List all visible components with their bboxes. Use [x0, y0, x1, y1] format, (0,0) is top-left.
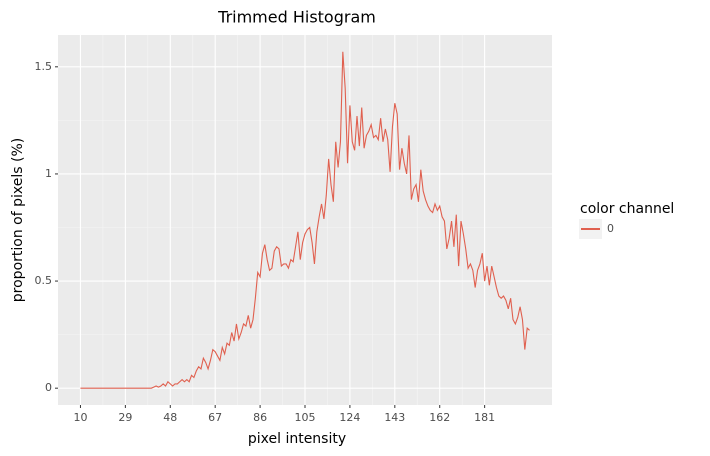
- legend-label: 0: [607, 222, 614, 235]
- grid: [58, 35, 552, 405]
- y-tick-label: 1: [45, 167, 52, 180]
- y-tick-label: 1.5: [35, 60, 53, 73]
- data-line: [80, 51, 530, 389]
- y-tick-label: 0: [45, 381, 52, 394]
- x-tick-label: 48: [163, 411, 177, 424]
- y-tick-label: 0.5: [35, 274, 53, 287]
- x-tick-label: 162: [429, 411, 450, 424]
- chart-title: Trimmed Histogram: [217, 8, 376, 27]
- x-tick-label: 29: [118, 411, 132, 424]
- x-axis-title: pixel intensity: [248, 431, 346, 447]
- x-tick-label: 143: [384, 411, 405, 424]
- y-axis-title: proportion of pixels (%): [10, 138, 26, 302]
- x-tick-label: 181: [474, 411, 495, 424]
- x-tick-label: 86: [253, 411, 267, 424]
- legend-title: color channel: [580, 201, 674, 217]
- x-tick-label: 10: [73, 411, 87, 424]
- x-tick-label: 124: [339, 411, 360, 424]
- x-tick-label: 105: [295, 411, 316, 424]
- x-tick-label: 67: [208, 411, 222, 424]
